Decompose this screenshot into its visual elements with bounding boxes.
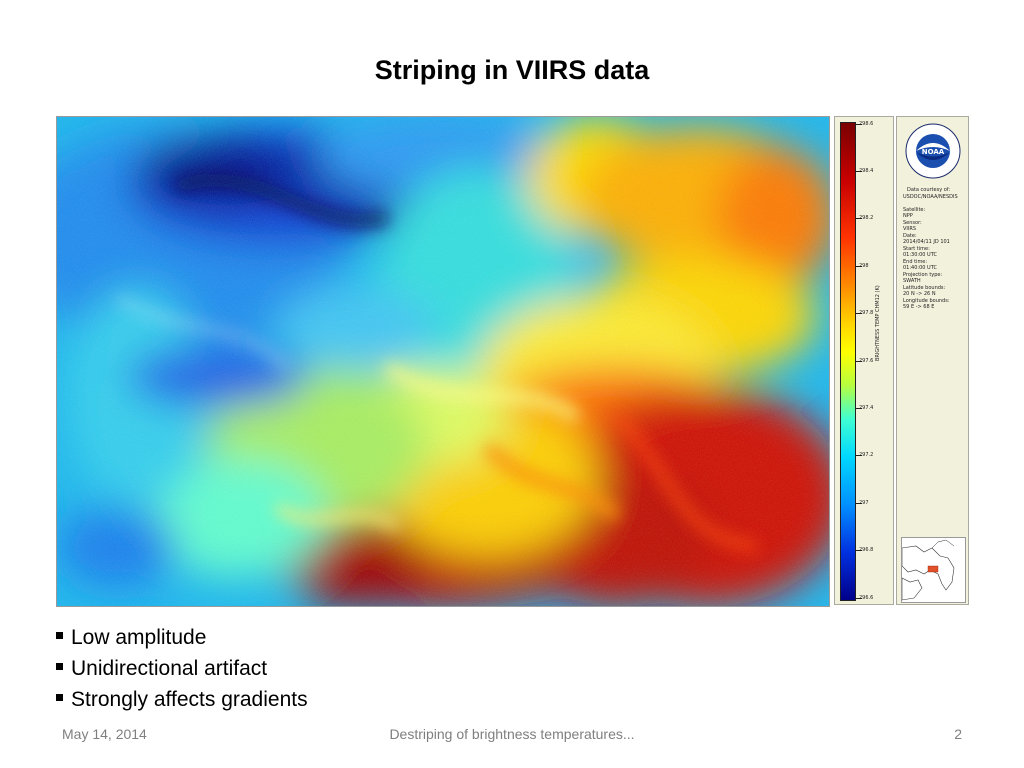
colorbar-tick-label: 298.6 [859, 121, 874, 127]
colorbar [840, 122, 856, 601]
info-line: 20 N -> 26 N [903, 291, 936, 297]
colorbar-tick [856, 218, 862, 219]
footer-center-text: Destriping of brightness temperatures... [389, 726, 635, 742]
colorbar-tick-label: 296.6 [859, 595, 874, 601]
colorbar-tick-label: 297.2 [859, 452, 874, 458]
info-line: Sensor: [903, 220, 922, 226]
info-line: 01:40:00 UTC [903, 265, 937, 271]
colorbar-axis-label: BRIGHTNESS TEMP CHM12 (K) [875, 285, 881, 361]
info-line: Start time: [903, 246, 930, 252]
bullet-list: Low amplitude Unidirectional artifact St… [56, 622, 308, 715]
info-line: 59 E -> 68 E [903, 304, 935, 310]
colorbar-tick-label: 298.4 [859, 168, 874, 174]
satellite-image [56, 116, 830, 607]
info-line: Longitude bounds: [903, 298, 950, 304]
info-line: Latitude bounds: [903, 285, 946, 291]
colorbar-tick-label: 297.6 [859, 358, 874, 364]
info-line: USDOC/NOAA/NESDIS [903, 194, 958, 200]
footer-date: May 14, 2014 [62, 726, 147, 742]
noaa-logo-icon: NOAA [905, 123, 961, 179]
region-marker [927, 565, 939, 573]
colorbar-tick [856, 313, 862, 314]
info-line: Projection type: [903, 272, 943, 278]
colorbar-tick [856, 550, 862, 551]
info-line: Data courtesy of: [907, 187, 951, 193]
colorbar-tick [856, 455, 862, 456]
bullet-item: Unidirectional artifact [56, 653, 308, 684]
bullet-square-icon [56, 663, 63, 670]
colorbar-tick-label: 297.4 [859, 405, 874, 411]
bullet-square-icon [56, 632, 63, 639]
bullet-item: Strongly affects gradients [56, 684, 308, 715]
info-line: 2014/04/11 JD 101 [903, 239, 950, 245]
slide-title: Striping in VIIRS data [374, 55, 650, 85]
colorbar-tick-label: 296.8 [859, 547, 874, 553]
page-number: 2 [954, 726, 962, 742]
colorbar-tick [856, 266, 862, 267]
colorbar-tick [856, 598, 862, 599]
bullet-square-icon [56, 694, 63, 701]
info-line: Satellite: [903, 207, 926, 213]
colorbar-tick [856, 171, 862, 172]
info-line: SWATH [903, 278, 921, 284]
colorbar-tick [856, 503, 862, 504]
colorbar-tick [856, 408, 862, 409]
logo-text: NOAA [922, 148, 945, 156]
info-panel: NOAA Data courtesy of: USDOC/NOAA/NESDIS… [896, 116, 969, 605]
colorbar-tick [856, 361, 862, 362]
info-line: Date: [903, 233, 917, 239]
bullet-text: Low amplitude [71, 626, 207, 649]
colorbar-tick [856, 124, 862, 125]
colorbar-tick-label: 298 [859, 263, 869, 269]
info-line: End time: [903, 259, 928, 265]
location-minimap [901, 537, 966, 603]
colorbar-tick-label: 297 [859, 500, 869, 506]
colorbar-tick-label: 297.8 [859, 310, 874, 316]
colorbar-tick-label: 298.2 [859, 215, 874, 221]
bullet-item: Low amplitude [56, 622, 308, 653]
info-line: NPP [903, 213, 913, 219]
colorbar-panel: 298.6 298.4 298.2 298 297.8 297.6 297.4 … [834, 116, 894, 605]
info-line: 01:30:00 UTC [903, 252, 937, 258]
info-line: VIIRS [903, 226, 917, 232]
bullet-text: Unidirectional artifact [71, 657, 268, 680]
bullet-text: Strongly affects gradients [71, 688, 308, 711]
